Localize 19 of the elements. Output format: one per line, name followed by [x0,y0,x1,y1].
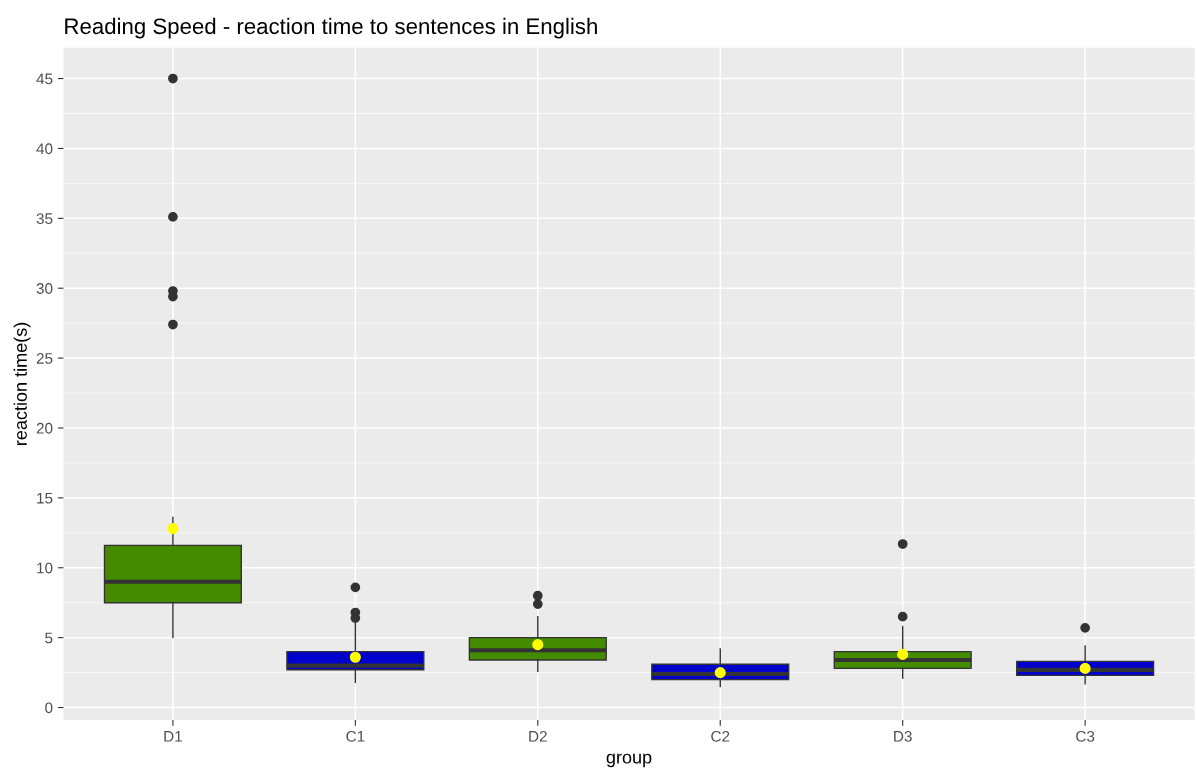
y-tick-label: 5 [45,632,53,644]
x-tick-label: D1 [164,731,182,742]
y-tick-label: 25 [36,352,53,364]
x-axis-title: group [606,753,652,768]
x-tick-label: D2 [529,730,547,742]
x-tick-label: C3 [1076,730,1095,742]
y-tick-label: 35 [36,213,53,225]
y-tick-label: 0 [45,702,53,714]
y-tick-label: 40 [36,143,53,155]
x-tick-label: D3 [894,730,912,742]
y-tick-label: 10 [37,562,53,574]
y-tick-label: 20 [36,422,53,434]
y-axis-title: reaction time(s) [13,322,31,445]
y-tick-label: 45 [36,73,53,85]
y-tick-label: 15 [37,492,53,504]
x-tick-label: C1 [346,730,365,742]
y-tick-label: 30 [36,283,53,294]
chart-title: Reading Speed - reaction time to sentences in English [65,17,597,39]
x-tick-label: C2 [711,730,730,742]
